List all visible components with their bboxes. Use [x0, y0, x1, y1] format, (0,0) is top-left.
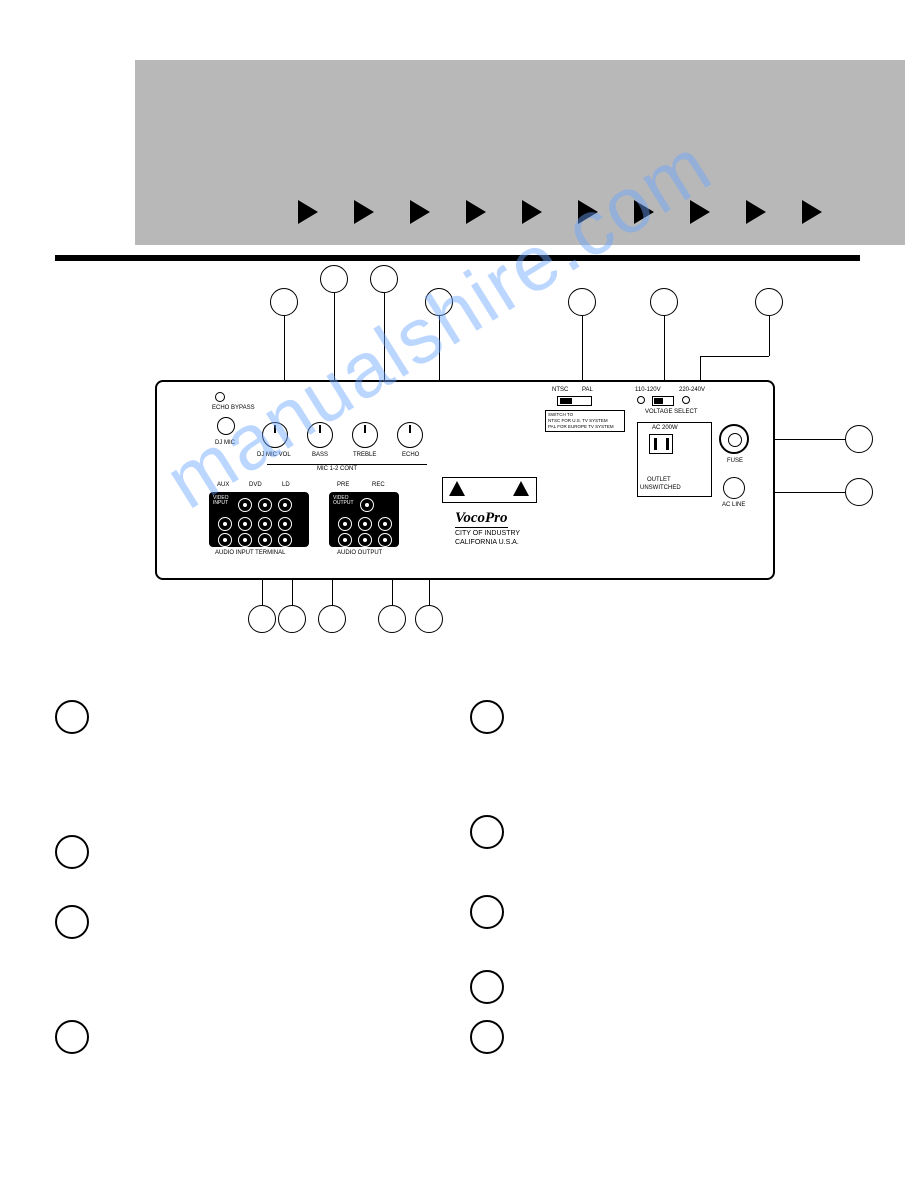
callout-circle — [278, 605, 306, 633]
desc-circle — [470, 1020, 504, 1054]
switch-slider — [654, 398, 663, 404]
desc-circle — [470, 815, 504, 849]
label-rec: REC — [372, 482, 385, 488]
callout-circle — [650, 288, 678, 316]
bracket-line — [267, 464, 427, 465]
label-outlet1: OUTLET — [647, 477, 671, 483]
switch-note-box: SWITCH TO NTSC FOR U.S. TV SYSTEM PAL FO… — [545, 410, 625, 432]
callout-circle — [270, 288, 298, 316]
triangle-row — [298, 200, 913, 230]
page-root: ECHO BYPASS DJ MIC DJ MIC VOL BASS TREBL… — [0, 0, 918, 1188]
callout-line — [700, 356, 769, 357]
callout-circle — [425, 288, 453, 316]
desc-circle — [470, 700, 504, 734]
label-audio-out: AUDIO OUTPUT — [337, 550, 382, 556]
outlet-socket — [649, 434, 673, 454]
switch-slider — [560, 398, 572, 404]
callout-line — [769, 316, 770, 356]
triangle-icon — [522, 200, 542, 224]
header-divider — [55, 255, 860, 261]
voltage-switch — [652, 396, 674, 406]
fuse-holder — [719, 424, 749, 454]
callout-circle — [415, 605, 443, 633]
screw-icon — [682, 396, 690, 404]
desc-circle — [470, 895, 504, 929]
warning-excl-icon — [513, 481, 529, 496]
callout-circle — [378, 605, 406, 633]
callout-circle — [568, 288, 596, 316]
ac-line-jack — [723, 477, 745, 499]
desc-circle — [55, 700, 89, 734]
triangle-icon — [690, 200, 710, 224]
knob-dj-mic-vol — [262, 422, 288, 448]
callout-circle — [320, 265, 348, 293]
rear-panel-diagram: ECHO BYPASS DJ MIC DJ MIC VOL BASS TREBL… — [155, 380, 775, 580]
label-ntsc: NTSC — [552, 387, 568, 393]
label-echo: ECHO — [402, 452, 419, 458]
label-v220: 220-240V — [679, 387, 705, 393]
screw-icon — [637, 396, 645, 404]
label-bass: BASS — [312, 452, 328, 458]
label-pal: PAL — [582, 387, 593, 393]
desc-circle — [55, 835, 89, 869]
outlet-prong — [654, 438, 657, 450]
knob-echo — [397, 422, 423, 448]
label-video-out: VIDEO OUTPUT — [333, 496, 354, 506]
triangle-icon — [578, 200, 598, 224]
dj-mic-jack — [217, 417, 235, 435]
label-treble: TREBLE — [353, 452, 376, 458]
knob-bass — [307, 422, 333, 448]
desc-circle — [470, 970, 504, 1004]
label-fuse: FUSE — [727, 458, 743, 464]
outlet-prong — [666, 438, 669, 450]
triangle-icon — [410, 200, 430, 224]
triangle-icon — [298, 200, 318, 224]
audio-output-terminal: VIDEO OUTPUT — [329, 492, 399, 547]
label-volt-sel: VOLTAGE SELECT — [645, 409, 697, 415]
callout-circle — [845, 478, 873, 506]
label-ac200w: AC 200W — [652, 425, 678, 431]
label-dj-mic: DJ MIC — [215, 440, 235, 446]
label-dvd: DVD — [249, 482, 262, 488]
label-pre: PRE — [337, 482, 349, 488]
triangle-icon — [354, 200, 374, 224]
address-line: CALIFORNIA U.S.A. — [455, 539, 519, 547]
label-echo-bypass: ECHO BYPASS — [212, 405, 255, 411]
label-video-in: VIDEO INPUT — [213, 496, 229, 506]
label-aux: AUX — [217, 482, 229, 488]
label-outlet2: UNSWITCHED — [640, 485, 681, 491]
triangle-icon — [746, 200, 766, 224]
label-ld: LD — [282, 482, 290, 488]
label-v110: 110-120V — [635, 387, 661, 393]
triangle-icon — [466, 200, 486, 224]
callout-circle — [845, 425, 873, 453]
callout-circle — [318, 605, 346, 633]
address-line: CITY OF INDUSTRY — [455, 530, 520, 538]
label-acline: AC LINE — [722, 502, 745, 508]
callout-circle — [755, 288, 783, 316]
label-mic-cont: MIC 1-2 CONT — [317, 466, 357, 472]
label-audio-in-term: AUDIO INPUT TERMINAL — [215, 550, 285, 556]
brand-logo: VocoPro — [455, 510, 508, 528]
triangle-icon — [634, 200, 654, 224]
triangle-icon — [802, 200, 822, 224]
desc-circle — [55, 1020, 89, 1054]
callout-circle — [248, 605, 276, 633]
desc-circle — [55, 905, 89, 939]
screw-icon — [215, 392, 225, 402]
audio-input-terminal: VIDEO INPUT — [209, 492, 309, 547]
ntsc-pal-switch — [557, 396, 592, 406]
knob-treble — [352, 422, 378, 448]
label-dj-mic-vol: DJ MIC VOL — [257, 452, 291, 458]
warning-bolt-icon — [449, 481, 465, 496]
callout-line — [582, 316, 583, 388]
switch-note-line: PAL FOR EUROPE TV SYSTEM — [548, 424, 622, 430]
callout-line — [664, 316, 665, 388]
callout-circle — [370, 265, 398, 293]
